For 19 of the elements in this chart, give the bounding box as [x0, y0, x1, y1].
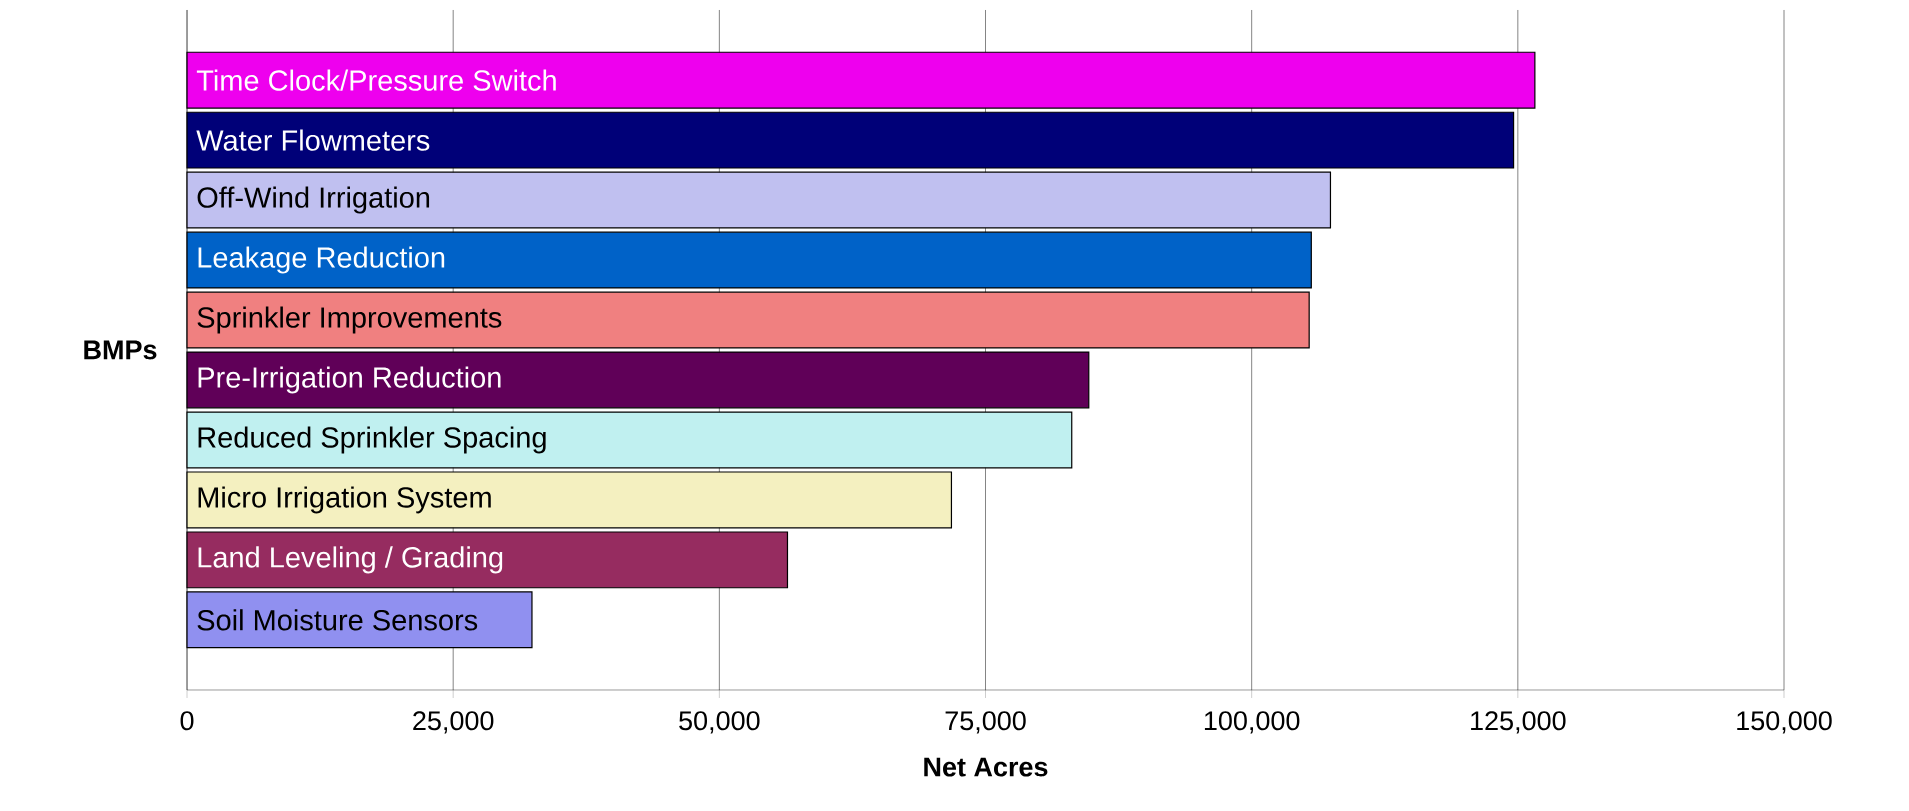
y-tick-label: Water Flowmeters	[196, 129, 430, 151]
x-tick-label: 25,000	[413, 711, 494, 734]
y-tick-label: Off-Wind Irrigation	[197, 186, 430, 214]
y-tick-label: Micro Irrigation System	[198, 486, 491, 514]
x-tick-label: 100,000	[1204, 711, 1300, 734]
x-tick-label: 50,000	[679, 711, 760, 734]
y-tick-label: Land Leveling / Grading	[198, 546, 503, 574]
y-tick-label: Pre-Irrigation Reduction	[198, 366, 501, 394]
y-tick-label: Sprinkler Improvements	[197, 306, 502, 334]
y-tick-label: Soil Moisture Sensors	[197, 609, 478, 631]
y-tick-label: Time Clock/Pressure Switch	[196, 69, 556, 91]
x-tick-label: 125,000	[1471, 711, 1566, 734]
y-tick-label: Reduced Sprinkler Spacing	[198, 426, 546, 454]
x-axis-title: Net Acres	[924, 757, 1048, 777]
y-axis-title: BMPs	[84, 340, 157, 360]
x-tick-label: 0	[180, 711, 194, 731]
x-tick-label: 75,000	[945, 711, 1026, 734]
x-tick-label: 150,000	[1737, 711, 1832, 734]
y-tick-label: Leakage Reduction	[198, 246, 445, 274]
